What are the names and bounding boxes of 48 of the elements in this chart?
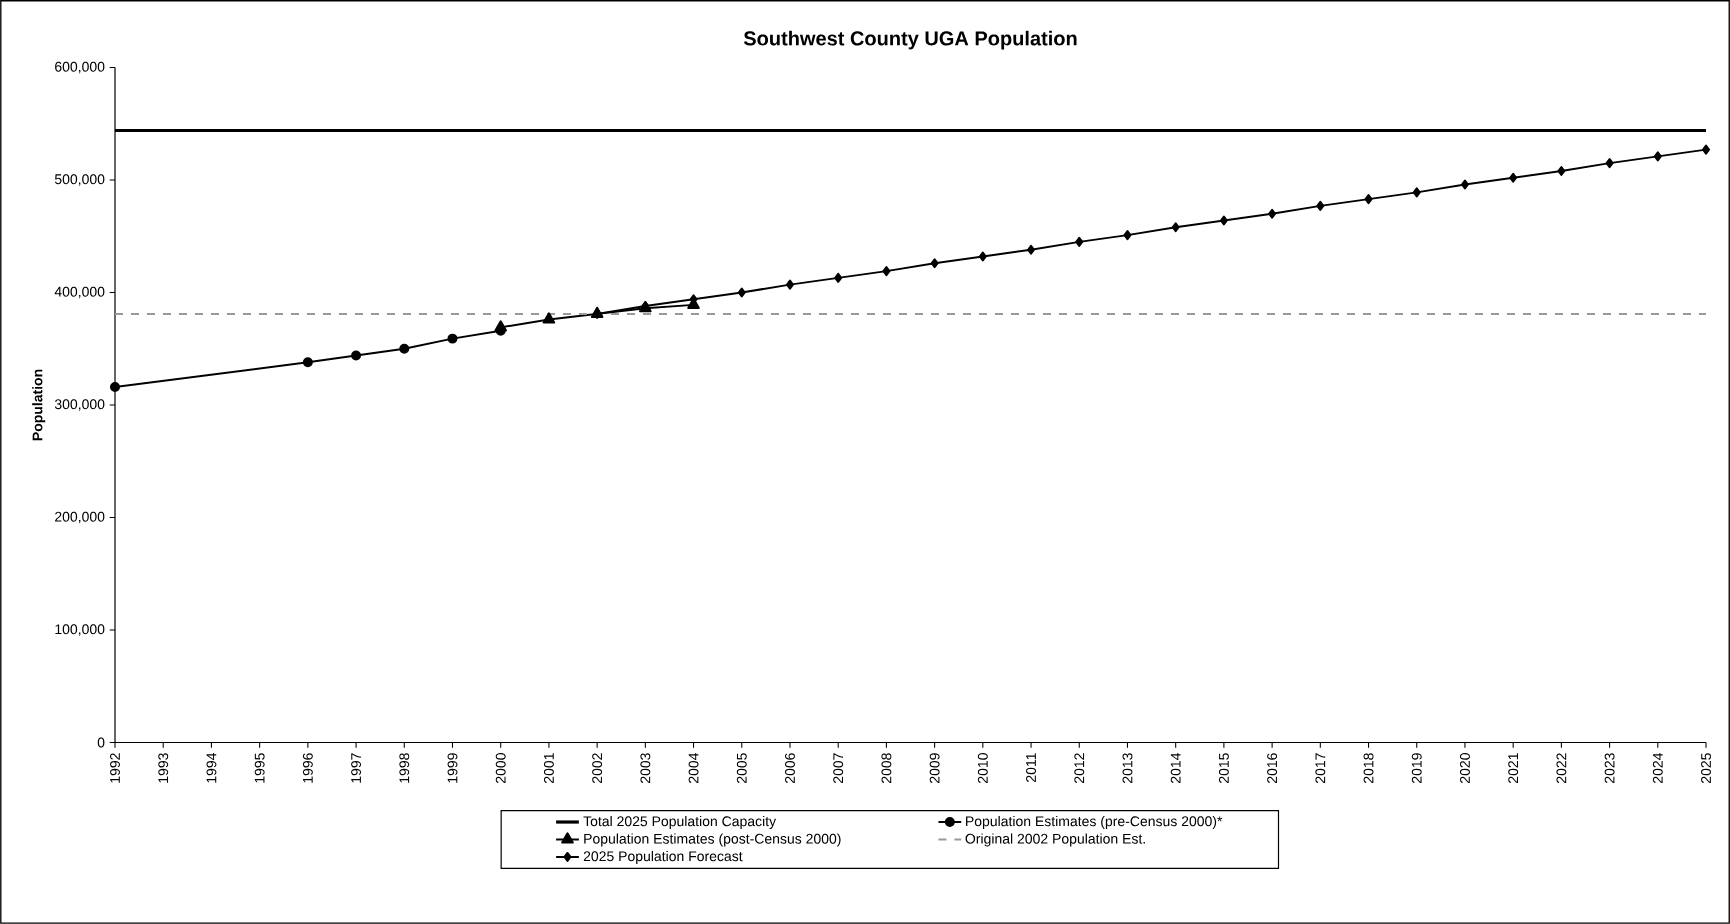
x-tick-label: 2017 — [1315, 753, 1326, 783]
x-tick-label: 2015 — [1218, 753, 1229, 783]
x-tick-label: 2006 — [785, 753, 795, 783]
x-tick-label: 1997 — [351, 753, 362, 783]
x-tick-label: 2000 — [495, 753, 506, 783]
chart-title: Southwest County UGA Population — [743, 30, 1077, 50]
x-tick-label: 1998 — [399, 753, 410, 783]
x-tick-label: 2010 — [977, 753, 988, 783]
x-tick-label: 1994 — [206, 752, 217, 783]
x-tick-label: 2007 — [833, 753, 844, 783]
x-tick-label: 2012 — [1074, 753, 1085, 783]
x-tick-label: 1995 — [254, 753, 265, 783]
x-tick-label: 2009 — [929, 753, 940, 783]
y-tick-label: 300,000 — [54, 399, 105, 411]
x-tick-label: 2020 — [1460, 753, 1470, 783]
x-tick-label: 2005 — [736, 753, 747, 783]
x-tick-label: 2024 — [1652, 752, 1663, 783]
y-axis-title: Population — [32, 369, 46, 441]
x-tick-label: 2004 — [688, 752, 699, 783]
x-tick-label: 2021 — [1508, 753, 1519, 783]
legend-label: Original 2002 Population Est. — [965, 833, 1145, 847]
y-tick-label: 0 — [97, 737, 105, 748]
legend-label: 2025 Population Forecast — [583, 850, 743, 864]
x-tick-label: 1996 — [302, 753, 313, 783]
x-tick-label: 2011 — [1026, 753, 1037, 782]
x-tick-label: 1999 — [447, 753, 458, 783]
x-tick-label: 2002 — [592, 753, 603, 783]
x-tick-label: 2023 — [1604, 753, 1615, 783]
x-tick-label: 2008 — [881, 753, 892, 783]
x-tick-label: 1993 — [158, 753, 169, 783]
legend-label: Population Estimates (pre-Census 2000)* — [966, 815, 1223, 829]
y-tick-label: 600,000 — [55, 61, 105, 74]
y-tick-label: 500,000 — [54, 174, 105, 186]
x-tick-label: 2001 — [543, 753, 554, 783]
legend-label: Population Estimates (post-Census 2000) — [584, 833, 841, 847]
x-tick-label: 2019 — [1411, 753, 1422, 783]
x-tick-label: 2013 — [1122, 753, 1133, 783]
y-tick-label: 400,000 — [54, 286, 105, 299]
y-tick-label: 100,000 — [55, 624, 105, 636]
x-tick-label: 2022 — [1556, 753, 1567, 783]
x-tick-label: 2003 — [640, 753, 651, 783]
x-tick-label: 2025 — [1701, 753, 1711, 783]
x-tick-label: 2018 — [1363, 753, 1374, 783]
x-tick-label: 1992 — [110, 753, 120, 783]
x-tick-label: 2016 — [1267, 753, 1278, 783]
x-tick-label: 2014 — [1170, 752, 1181, 783]
y-tick-label: 200,000 — [55, 511, 105, 524]
legend-label: Total 2025 Population Capacity — [583, 815, 777, 829]
